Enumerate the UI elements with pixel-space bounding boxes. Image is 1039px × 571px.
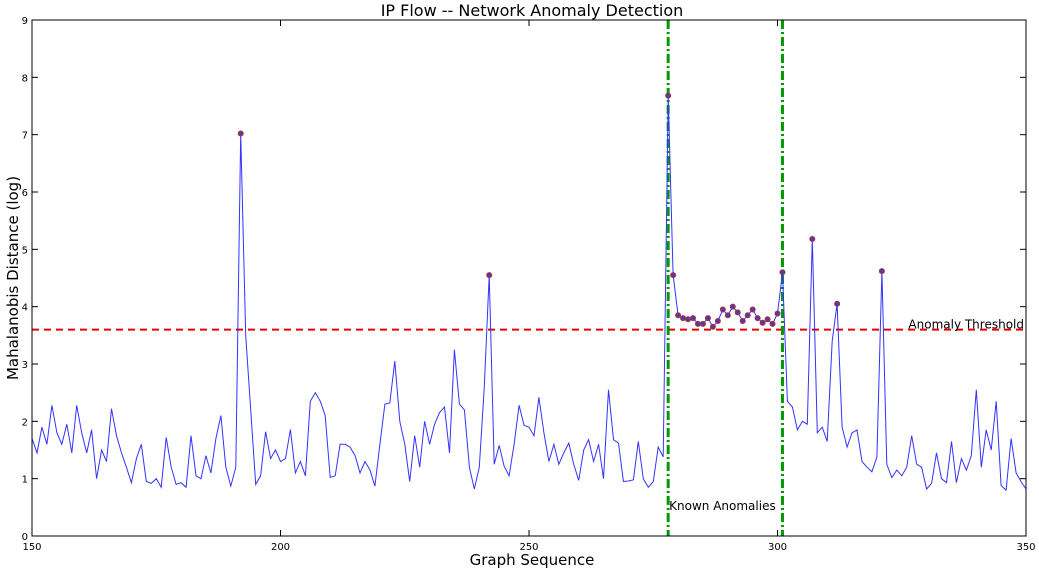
anomaly-point xyxy=(769,320,776,327)
anomaly-point xyxy=(670,272,677,279)
anomaly-point xyxy=(739,317,746,324)
anomaly-point xyxy=(699,320,706,327)
anomaly-point xyxy=(719,306,726,313)
anomaly-point xyxy=(809,236,816,243)
anomaly-point xyxy=(709,323,716,330)
anomaly-point xyxy=(704,315,711,322)
series-line xyxy=(31,95,1027,492)
anomaly-point xyxy=(734,309,741,316)
anomaly-point xyxy=(744,312,751,319)
y-tick-label: 6 xyxy=(22,188,28,199)
x-tick-label: 250 xyxy=(519,542,538,553)
known-anomalies-label: Known Anomalies xyxy=(669,499,776,513)
x-tick-label: 350 xyxy=(1016,542,1035,553)
plot-clip-layer xyxy=(31,20,1027,536)
x-tick-label: 200 xyxy=(271,542,290,553)
anomaly-point xyxy=(724,312,731,319)
x-axis-label: Graph Sequence xyxy=(470,551,595,569)
anomaly-point xyxy=(759,319,766,326)
anomaly-point xyxy=(675,312,682,319)
x-tick-label: 150 xyxy=(22,542,41,553)
plot-frame xyxy=(31,19,1027,537)
anomaly-point xyxy=(694,320,701,327)
anomaly-point xyxy=(690,315,697,322)
anomaly-point xyxy=(878,268,885,275)
y-tick-label: 0 xyxy=(22,532,28,543)
y-axis-label: Mahalanobis Distance (log) xyxy=(4,176,22,380)
anomaly-point xyxy=(729,303,736,310)
y-tick-label: 8 xyxy=(22,73,28,84)
anomaly-point xyxy=(764,316,771,323)
anomaly-point xyxy=(680,315,687,322)
y-tick-label: 5 xyxy=(22,245,28,256)
x-tick-label: 300 xyxy=(768,542,787,553)
y-tick-label: 7 xyxy=(22,131,28,142)
anomaly-point xyxy=(749,306,756,313)
anomaly-point xyxy=(774,310,781,317)
y-tick-label: 9 xyxy=(22,16,28,27)
anomaly-point xyxy=(714,317,721,324)
anomaly-point xyxy=(754,315,761,322)
chart-title: IP Flow -- Network Anomaly Detection xyxy=(381,1,684,20)
y-tick-label: 3 xyxy=(22,360,28,371)
anomaly-point xyxy=(665,92,672,99)
y-tick-label: 2 xyxy=(22,417,28,428)
anomaly-point xyxy=(486,272,493,279)
anomaly-point xyxy=(834,300,841,307)
y-ticks: 0 1 2 3 4 5 6 7 8 9 xyxy=(22,16,1026,543)
anomaly-point xyxy=(685,316,692,323)
y-tick-label: 4 xyxy=(22,303,28,314)
anomaly-point xyxy=(779,269,786,276)
y-tick-label: 1 xyxy=(22,475,28,486)
x-ticks: 150 200 250 300 350 xyxy=(22,20,1036,553)
threshold-label: Anomaly Threshold xyxy=(908,318,1024,332)
anomaly-point xyxy=(237,130,244,137)
